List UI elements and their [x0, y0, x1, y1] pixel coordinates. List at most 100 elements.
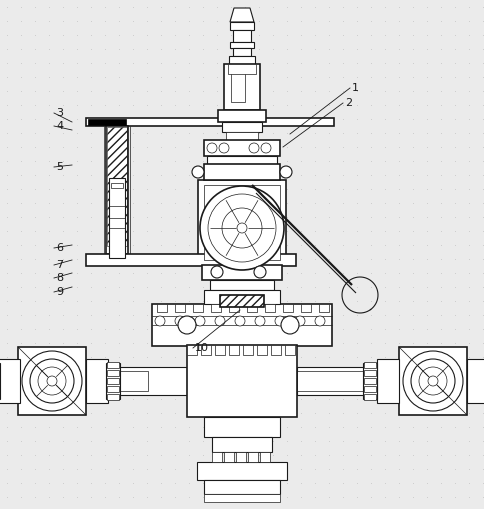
- Circle shape: [294, 316, 304, 326]
- Circle shape: [237, 223, 246, 233]
- Bar: [236, 452, 245, 462]
- Bar: [228, 304, 239, 312]
- Bar: [151, 304, 332, 346]
- Circle shape: [30, 359, 74, 403]
- Bar: [204, 290, 279, 304]
- Text: 7: 7: [56, 260, 63, 270]
- Bar: [86, 359, 108, 403]
- Bar: [107, 394, 119, 400]
- Bar: [86, 118, 333, 126]
- Bar: [204, 494, 279, 502]
- Circle shape: [248, 143, 258, 153]
- Circle shape: [22, 351, 82, 411]
- Bar: [187, 345, 296, 417]
- Text: 6: 6: [56, 243, 63, 253]
- Circle shape: [195, 316, 205, 326]
- Circle shape: [255, 316, 264, 326]
- Circle shape: [418, 367, 446, 395]
- Bar: [363, 378, 375, 384]
- Bar: [264, 304, 274, 312]
- Circle shape: [192, 166, 204, 178]
- Bar: [398, 347, 466, 415]
- Bar: [296, 367, 476, 395]
- Bar: [197, 180, 286, 265]
- Circle shape: [214, 316, 225, 326]
- Bar: [376, 359, 398, 403]
- Bar: [187, 345, 197, 355]
- Bar: [363, 370, 375, 376]
- Bar: [214, 345, 225, 355]
- Bar: [106, 363, 120, 399]
- Circle shape: [207, 143, 216, 153]
- Circle shape: [208, 194, 275, 262]
- Bar: [211, 304, 221, 312]
- Bar: [229, 22, 254, 30]
- Bar: [363, 394, 375, 400]
- Circle shape: [280, 316, 298, 334]
- Bar: [204, 185, 279, 260]
- Circle shape: [260, 143, 271, 153]
- Bar: [230, 70, 244, 102]
- Bar: [107, 370, 119, 376]
- Bar: [212, 452, 222, 462]
- Bar: [200, 345, 211, 355]
- Text: 1: 1: [351, 83, 358, 93]
- Bar: [18, 347, 86, 415]
- Circle shape: [427, 376, 437, 386]
- Circle shape: [235, 316, 244, 326]
- Text: 9: 9: [56, 287, 63, 297]
- Bar: [242, 345, 253, 355]
- Text: 10: 10: [195, 343, 209, 353]
- Bar: [0, 359, 20, 403]
- Bar: [111, 183, 123, 188]
- Bar: [257, 345, 267, 355]
- Circle shape: [279, 166, 291, 178]
- Circle shape: [175, 316, 184, 326]
- Bar: [193, 304, 203, 312]
- Circle shape: [219, 143, 228, 153]
- Bar: [109, 178, 125, 258]
- Bar: [157, 304, 166, 312]
- Bar: [232, 30, 251, 42]
- Bar: [227, 64, 256, 74]
- Bar: [106, 126, 128, 254]
- Bar: [222, 122, 261, 132]
- Bar: [210, 280, 273, 290]
- Bar: [362, 363, 376, 399]
- Bar: [204, 480, 279, 494]
- Text: 8: 8: [56, 273, 63, 283]
- Text: 4: 4: [56, 121, 63, 131]
- Circle shape: [274, 316, 285, 326]
- Bar: [271, 345, 280, 355]
- Bar: [363, 362, 375, 368]
- Circle shape: [254, 266, 265, 278]
- Bar: [466, 359, 484, 403]
- Bar: [224, 452, 233, 462]
- Text: 5: 5: [56, 162, 63, 172]
- Circle shape: [211, 266, 223, 278]
- Bar: [86, 254, 295, 266]
- Bar: [204, 140, 279, 156]
- Bar: [212, 437, 272, 452]
- Bar: [301, 304, 310, 312]
- Bar: [201, 265, 281, 280]
- Bar: [318, 304, 328, 312]
- Bar: [285, 345, 294, 355]
- Bar: [296, 371, 376, 391]
- Bar: [247, 452, 257, 462]
- Bar: [204, 164, 279, 180]
- Bar: [283, 304, 292, 312]
- Circle shape: [155, 316, 165, 326]
- Bar: [107, 378, 119, 384]
- Bar: [88, 119, 126, 125]
- Circle shape: [38, 367, 66, 395]
- Circle shape: [199, 186, 284, 270]
- Bar: [197, 462, 287, 480]
- Text: 3: 3: [56, 108, 63, 118]
- Bar: [232, 48, 251, 56]
- Bar: [217, 110, 265, 122]
- Bar: [228, 56, 255, 64]
- Bar: [107, 362, 119, 368]
- Bar: [207, 156, 276, 164]
- Circle shape: [178, 316, 196, 334]
